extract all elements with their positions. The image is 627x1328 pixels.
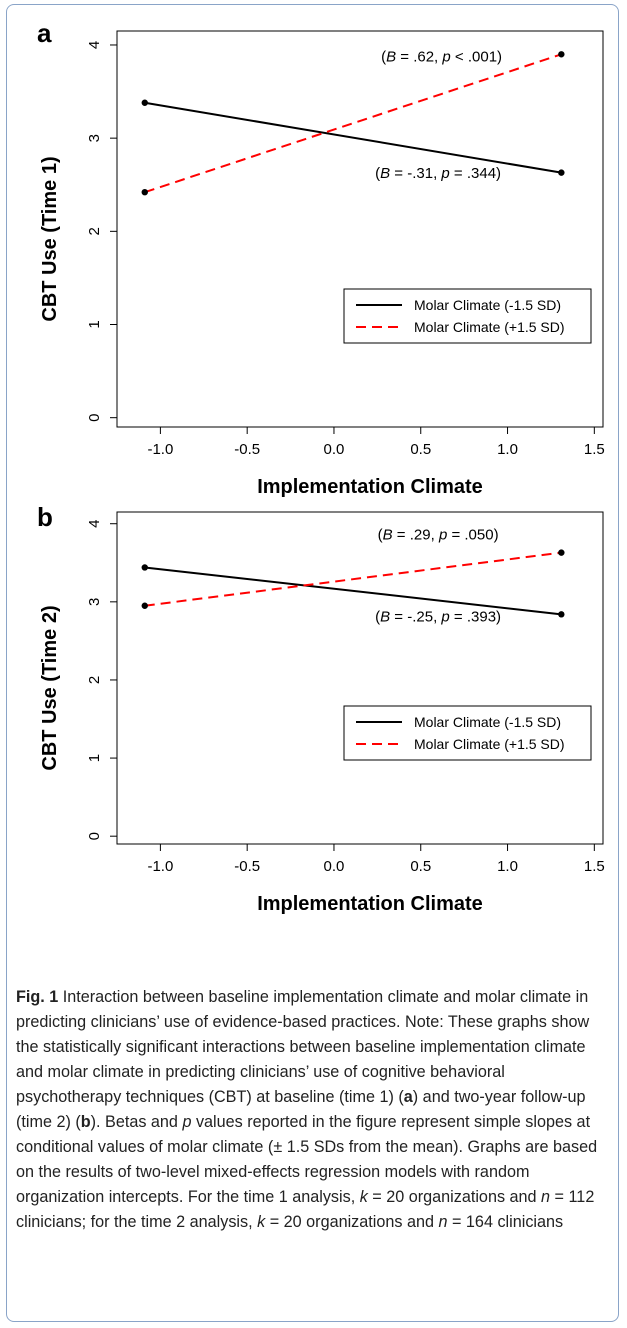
y-tick-label: 1	[86, 320, 103, 328]
annotation-part: B	[380, 165, 390, 182]
annotation-part: = -.25,	[390, 608, 441, 625]
annotation-part: = .344)	[450, 165, 501, 182]
x-tick-label: -1.0	[147, 441, 173, 458]
annotation-part: = -.31,	[390, 165, 441, 182]
annotation-part: (	[375, 608, 380, 625]
caption-segment: n	[438, 1213, 448, 1231]
y-tick-label: 4	[86, 520, 103, 528]
x-tick-label: 1.5	[584, 858, 605, 875]
data-point	[558, 51, 565, 58]
caption-segment: = 112 clinicians; for the time 2 analysi…	[16, 1188, 595, 1231]
y-axis-title: CBT Use (Time 2)	[39, 605, 61, 770]
plot-area-frame	[116, 511, 604, 845]
caption-segment: = 164 clinicians	[447, 1213, 564, 1231]
caption-segment: n	[541, 1188, 551, 1206]
annotation-part: (	[375, 165, 380, 182]
y-axis-title: CBT Use (Time 1)	[39, 156, 61, 321]
slope-annotation: (B = .62, p < .001)	[381, 49, 502, 66]
annotation-part: < .001)	[451, 49, 502, 66]
caption-segment: k	[359, 1188, 368, 1206]
annotation-part: p	[441, 49, 450, 66]
caption-segment: a	[403, 1088, 413, 1106]
legend-box	[343, 288, 592, 344]
caption-segment: values reported in the figure represent …	[16, 1113, 598, 1206]
annotation-part: p	[440, 165, 449, 182]
y-tick-label: 2	[86, 227, 103, 235]
x-axis-title: Implementation Climate	[257, 893, 483, 915]
panel-label: a	[37, 18, 52, 48]
y-tick-label: 0	[86, 414, 103, 422]
data-point	[141, 602, 148, 609]
annotation-part: B	[380, 608, 390, 625]
annotation-part: (	[381, 49, 386, 66]
caption-segment: k	[257, 1213, 266, 1231]
annotation-part: = .050)	[447, 526, 498, 543]
y-tick-label: 3	[86, 598, 103, 606]
legend-label: Molar Climate (-1.5 SD)	[414, 714, 561, 730]
annotation-part: B	[383, 526, 393, 543]
x-tick-label: 1.5	[584, 441, 605, 458]
annotation-part: = .62,	[396, 49, 442, 66]
series-line	[144, 53, 562, 194]
x-axis-title: Implementation Climate	[257, 476, 483, 498]
y-tick-label: 0	[86, 832, 103, 840]
annotation-part: = .29,	[393, 526, 439, 543]
annotation-part: (	[378, 526, 383, 543]
slope-annotation: (B = -.25, p = .393)	[375, 608, 501, 625]
slope-annotation: (B = .29, p = .050)	[378, 526, 499, 543]
caption-segment: Interaction between baseline implementat…	[16, 988, 590, 1106]
annotation-part: = .393)	[450, 608, 501, 625]
x-tick-label: 0.0	[324, 441, 345, 458]
x-tick-label: -0.5	[234, 858, 260, 875]
legend-label: Molar Climate (+1.5 SD)	[414, 736, 565, 752]
x-tick-label: 1.0	[497, 441, 518, 458]
series-line	[144, 551, 562, 607]
annotation-part: p	[440, 608, 449, 625]
annotation-part: B	[386, 49, 396, 66]
data-point	[141, 99, 148, 106]
caption-text: Interaction between baseline implementat…	[16, 988, 597, 1231]
caption-segment: = 20 organizations and	[265, 1213, 439, 1231]
caption-segment: ). Betas and	[90, 1113, 183, 1131]
caption-segment: ) and two-year follow-up (time 2) (	[16, 1088, 586, 1131]
x-tick-label: 0.5	[410, 858, 431, 875]
y-tick-label: 1	[86, 754, 103, 762]
data-point	[558, 549, 565, 556]
x-tick-label: -0.5	[234, 441, 260, 458]
legend-box	[343, 705, 592, 761]
caption-segment: = 20 organizations and	[367, 1188, 542, 1206]
plot-area-frame	[116, 30, 604, 428]
figure-caption: Fig. 1 Interaction between baseline impl…	[16, 985, 612, 1235]
annotation-part: p	[438, 526, 447, 543]
x-tick-label: -1.0	[147, 858, 173, 875]
x-tick-label: 0.5	[410, 441, 431, 458]
x-tick-label: 0.0	[324, 858, 345, 875]
figure-label: Fig. 1	[16, 988, 59, 1006]
series-line	[144, 566, 562, 616]
data-point	[558, 611, 565, 618]
y-tick-label: 3	[86, 134, 103, 142]
caption-segment: b	[80, 1113, 91, 1131]
chart-panel-b: b -1.0 -0.5 0.0 0.5 1.0 1.5 0 1 2 3 4 Implementation…	[37, 502, 605, 915]
legend-label: Molar Climate (+1.5 SD)	[414, 319, 565, 335]
caption-segment: p	[182, 1113, 192, 1131]
slope-annotation: (B = -.31, p = .344)	[375, 165, 501, 182]
data-point	[141, 564, 148, 571]
y-tick-label: 4	[86, 41, 103, 49]
y-tick-label: 2	[86, 676, 103, 684]
figure-frame	[6, 4, 619, 1322]
data-point	[558, 169, 565, 176]
panel-label: b	[37, 502, 53, 532]
legend-label: Molar Climate (-1.5 SD)	[414, 297, 561, 313]
chart-panel-a: a -1.0 -0.5 0.0 0.5 1.0 1.5 0 1 2 3 4 Implementation…	[37, 18, 605, 498]
x-tick-label: 1.0	[497, 858, 518, 875]
series-line	[144, 101, 562, 174]
data-point	[141, 188, 148, 196]
